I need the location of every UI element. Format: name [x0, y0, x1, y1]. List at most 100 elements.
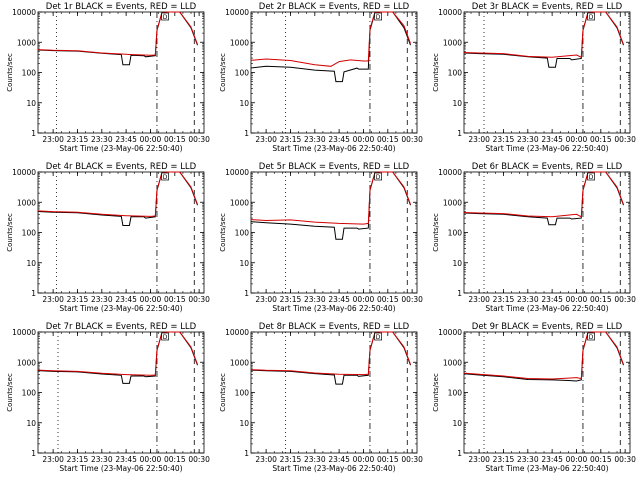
chart-title: Det 1r BLACK = Events, RED = LLD [46, 2, 197, 12]
plot-frame [37, 11, 205, 134]
chart-panel-8: Det 8r BLACK = Events, RED = LLD 1 10 100 10… [213, 320, 426, 480]
x-tick-label: 23:00 [255, 295, 277, 304]
x-tick-label: 00:00 [140, 135, 162, 144]
plot-frame [250, 171, 418, 294]
y-tick-label: 10000 [12, 168, 36, 177]
y-tick-label: 10 [26, 259, 36, 268]
plot-frame [463, 331, 631, 454]
y-tick-label: 100 [22, 69, 37, 78]
chart-svg: Det 1r BLACK = Events, RED = LLD 1 10 100 10… [6, 2, 210, 153]
y-tick-label: 1 [244, 449, 249, 458]
x-tick-label: 23:45 [541, 455, 563, 464]
x-tick-label: 00:30 [401, 455, 423, 464]
x-tick-label: 23:00 [42, 135, 64, 144]
series-lld-line [464, 11, 624, 58]
box-marker [161, 172, 169, 181]
x-tick-label: 00:00 [353, 455, 375, 464]
x-tick-label: 00:30 [188, 135, 210, 144]
y-tick-label: 100 [235, 229, 250, 238]
chart-svg: Det 7r BLACK = Events, RED = LLD 1 10 100 10… [6, 322, 210, 473]
plot-frame [250, 331, 418, 454]
x-tick-label: 23:00 [255, 455, 277, 464]
series-events-line [251, 171, 411, 240]
y-tick-label: 10000 [225, 8, 249, 17]
x-tick-label: 23:45 [328, 135, 350, 144]
chart-panel-6: Det 6r BLACK = Events, RED = LLD 1 10 100 10… [426, 160, 639, 320]
y-tick-label: 100 [235, 389, 250, 398]
series-lld-line [251, 331, 411, 376]
series-lld-line [38, 331, 198, 376]
x-tick-label: 23:45 [115, 295, 137, 304]
x-tick-label: 00:00 [353, 295, 375, 304]
x-tick-label: 23:45 [541, 295, 563, 304]
x-tick-label: 23:15 [493, 295, 515, 304]
x-axis-label: Start Time (23-May-06 22:50:40) [485, 464, 608, 473]
x-tick-label: 00:15 [377, 135, 399, 144]
series-events-line [464, 11, 624, 68]
y-tick-label: 1 [31, 289, 36, 298]
chart-title: Det 2r BLACK = Events, RED = LLD [259, 2, 410, 12]
box-marker-label: D [376, 334, 381, 341]
y-tick-label: 10000 [438, 8, 462, 17]
y-tick-label: 10 [452, 419, 462, 428]
y-axis-label: Counts/sec [219, 373, 227, 412]
x-tick-label: 23:15 [280, 455, 302, 464]
x-tick-label: 23:15 [493, 135, 515, 144]
x-tick-label: 23:15 [280, 295, 302, 304]
series-events-line [251, 11, 411, 83]
y-tick-label: 1000 [17, 198, 36, 207]
chart-svg: Det 6r BLACK = Events, RED = LLD 1 10 100 10… [432, 162, 636, 313]
box-marker-label: D [376, 174, 381, 181]
chart-title: Det 3r BLACK = Events, RED = LLD [472, 2, 623, 12]
x-tick-label: 23:00 [468, 455, 490, 464]
plot-frame [463, 171, 631, 294]
series-events-line [464, 331, 624, 382]
y-tick-label: 1000 [443, 358, 462, 367]
y-tick-label: 1000 [230, 38, 249, 47]
series-lld-line [38, 11, 198, 56]
x-tick-label: 23:45 [115, 455, 137, 464]
plot-frame [37, 331, 205, 454]
y-tick-label: 1000 [230, 358, 249, 367]
x-tick-label: 23:30 [91, 135, 113, 144]
box-marker-label: D [163, 334, 168, 341]
x-tick-label: 23:00 [468, 295, 490, 304]
y-tick-label: 10 [26, 419, 36, 428]
chart-panel-9: Det 9r BLACK = Events, RED = LLD 1 10 100 10… [426, 320, 639, 480]
box-marker [374, 12, 382, 21]
chart-title: Det 5r BLACK = Events, RED = LLD [259, 162, 410, 172]
series-lld-line [251, 11, 411, 67]
box-marker-label: D [376, 14, 381, 21]
x-tick-label: 23:45 [541, 135, 563, 144]
box-marker [587, 12, 595, 21]
box-marker-label: D [163, 14, 168, 21]
x-tick-label: 23:30 [304, 135, 326, 144]
x-axis-label: Start Time (23-May-06 22:50:40) [59, 144, 182, 153]
y-tick-label: 1000 [443, 198, 462, 207]
y-tick-label: 1000 [17, 38, 36, 47]
box-marker-label: D [589, 334, 594, 341]
x-tick-label: 23:45 [328, 455, 350, 464]
x-tick-label: 00:15 [164, 135, 186, 144]
x-tick-label: 23:45 [328, 295, 350, 304]
y-axis-label: Counts/sec [432, 213, 440, 252]
chart-panel-7: Det 7r BLACK = Events, RED = LLD 1 10 100 10… [0, 320, 213, 480]
plot-frame [463, 11, 631, 134]
x-tick-label: 00:30 [614, 455, 636, 464]
x-tick-label: 23:15 [493, 455, 515, 464]
y-tick-label: 100 [448, 389, 463, 398]
x-tick-label: 23:15 [67, 135, 89, 144]
x-axis-label: Start Time (23-May-06 22:50:40) [272, 464, 395, 473]
x-tick-label: 00:30 [614, 135, 636, 144]
x-tick-label: 00:30 [401, 135, 423, 144]
x-tick-label: 00:15 [377, 295, 399, 304]
y-tick-label: 1000 [17, 358, 36, 367]
x-tick-label: 00:15 [164, 455, 186, 464]
y-tick-label: 100 [235, 69, 250, 78]
x-tick-label: 00:30 [401, 295, 423, 304]
x-axis-label: Start Time (23-May-06 22:50:40) [485, 144, 608, 153]
x-tick-label: 00:15 [377, 455, 399, 464]
chart-panel-2: Det 2r BLACK = Events, RED = LLD 1 10 100 10… [213, 0, 426, 160]
series-events-line [38, 11, 198, 66]
chart-title: Det 4r BLACK = Events, RED = LLD [46, 162, 197, 172]
